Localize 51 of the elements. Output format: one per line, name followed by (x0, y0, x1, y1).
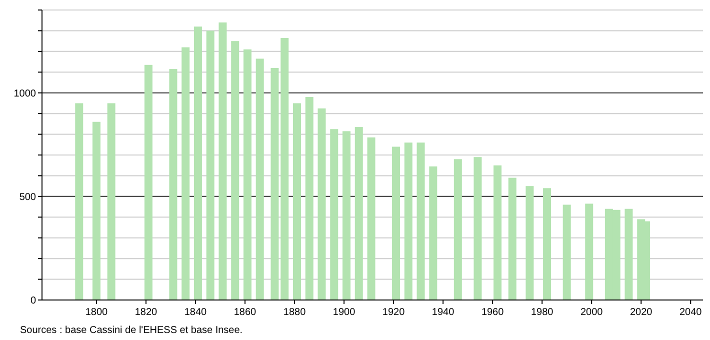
x-tick-label: 1840 (184, 307, 208, 318)
bar (474, 157, 482, 300)
y-tick-label: 0 (30, 296, 36, 306)
bar (270, 68, 279, 300)
bar (218, 22, 227, 300)
bar (354, 127, 363, 300)
bar (318, 108, 326, 300)
bar (292, 103, 301, 300)
bar (194, 26, 202, 300)
x-tick-label: 1800 (85, 307, 108, 318)
y-tick-label: 500 (19, 192, 36, 203)
x-tick-label: 2000 (580, 307, 604, 318)
x-tick-label: 1960 (481, 307, 504, 318)
bar (182, 47, 190, 300)
x-tick-label: 1920 (382, 307, 406, 318)
bar (543, 188, 552, 300)
source-note: Sources : base Cassini de l'EHESS et base Insee. (20, 325, 243, 336)
bar (92, 122, 100, 300)
bar (280, 38, 289, 300)
bar (144, 64, 152, 300)
bar (392, 146, 400, 300)
bar (206, 30, 214, 300)
x-tick-label: 1860 (234, 307, 257, 318)
bar (454, 159, 462, 300)
x-tick-label: 2040 (679, 307, 702, 318)
x-tick-label: 1980 (530, 307, 554, 318)
bar (562, 204, 571, 300)
bar (526, 186, 534, 300)
bar (404, 142, 412, 300)
bar (330, 129, 338, 300)
x-tick-label: 2020 (630, 307, 653, 318)
bar (494, 165, 502, 300)
bar (508, 178, 516, 300)
bar (342, 131, 351, 300)
y-tick-label: 1000 (14, 88, 36, 100)
bar (231, 41, 240, 300)
x-tick-label: 1940 (432, 307, 455, 318)
bar (107, 103, 116, 300)
x-tick-label: 1880 (283, 307, 306, 318)
bar (256, 58, 264, 300)
x-tick-label: 1820 (134, 307, 158, 318)
bar (243, 49, 252, 300)
bar (169, 69, 178, 300)
bar (367, 137, 376, 300)
bar (305, 97, 314, 300)
x-tick-label: 1900 (332, 307, 356, 318)
bar (429, 166, 438, 300)
bar (416, 142, 425, 300)
bar (75, 103, 84, 300)
bar (585, 204, 594, 300)
bar (624, 208, 633, 300)
